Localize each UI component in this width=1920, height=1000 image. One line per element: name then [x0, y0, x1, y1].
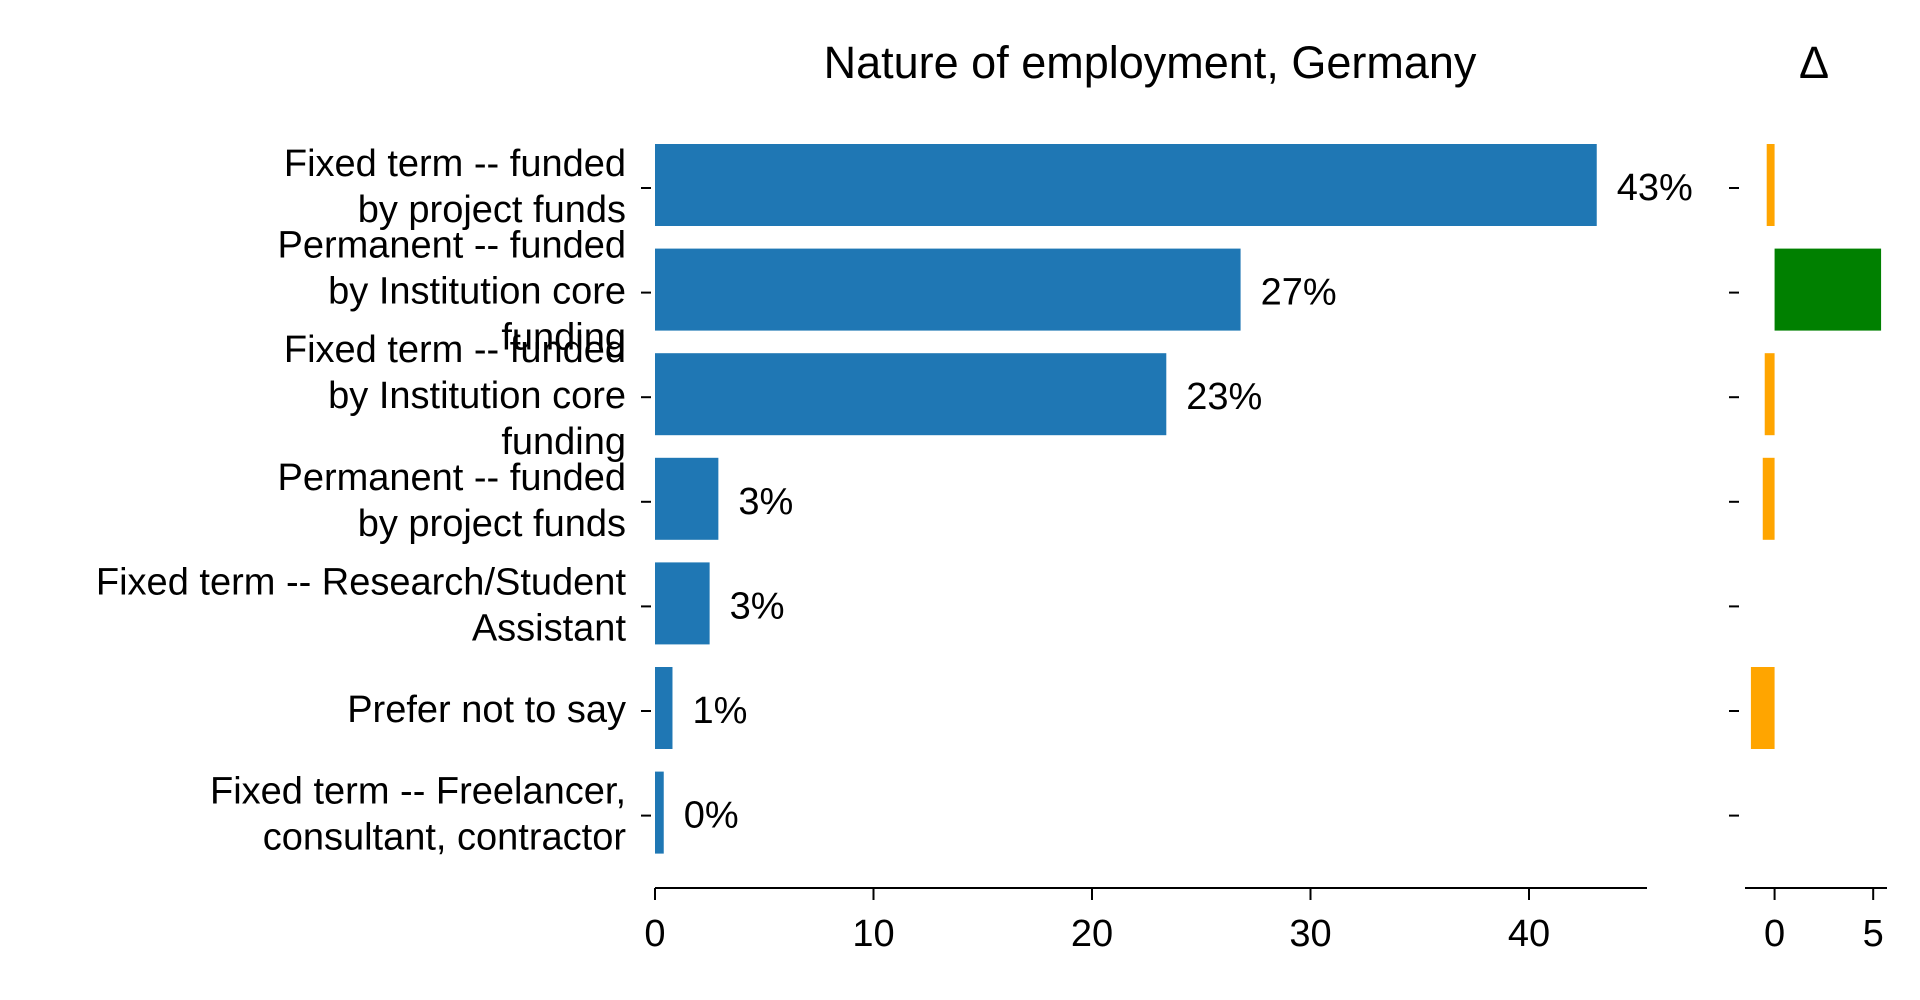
data-label-5: 1%: [692, 690, 747, 732]
bar-4: [655, 562, 710, 645]
category-label-line: Assistant: [472, 607, 627, 649]
category-label-line: by Institution core: [328, 375, 626, 417]
x-tick-label-0: 0: [644, 913, 665, 955]
x-tick-label-4: 40: [1508, 913, 1550, 955]
category-label-line: by project funds: [358, 189, 626, 231]
main-chart-title: Nature of employment, Germany: [824, 37, 1477, 88]
delta-bar-0: [1766, 144, 1775, 226]
category-label-4: Fixed term -- Research/Student Assistant: [96, 561, 627, 649]
category-label-line: Permanent -- funded: [277, 225, 626, 267]
data-label-1: 27%: [1261, 272, 1337, 314]
category-label-line: by Institution core: [328, 271, 626, 313]
data-label-4: 3%: [730, 585, 785, 627]
x-tick-label-2: 20: [1071, 913, 1113, 955]
category-label-line: by project funds: [358, 503, 626, 545]
bar-0: [655, 144, 1597, 226]
data-label-2: 23%: [1186, 376, 1262, 418]
category-label-line: Prefer not to say: [347, 689, 626, 731]
category-label-5: Prefer not to say: [347, 689, 626, 731]
category-label-line: Fixed term -- Research/Student: [96, 561, 627, 603]
category-label-2: Fixed term -- funded by Institution core f…: [284, 329, 626, 463]
x-tick-label-1: 10: [852, 913, 894, 955]
delta-x-tick-label-0: 0: [1764, 913, 1785, 955]
category-label-line: funding: [501, 317, 626, 359]
delta-bar-1: [1774, 248, 1882, 331]
delta-bar-2: [1764, 353, 1775, 436]
category-label-line: Fixed term -- Freelancer,: [210, 771, 626, 813]
main-plot-area: 43%Fixed term -- funded by project funds2…: [96, 143, 1693, 955]
category-label-line: Fixed term -- funded: [284, 329, 626, 371]
category-label-line: Permanent -- funded: [277, 457, 626, 499]
delta-chart-title: Δ: [1799, 37, 1829, 88]
category-label-0: Fixed term -- funded by project funds: [284, 143, 626, 231]
data-label-0: 43%: [1617, 167, 1693, 209]
bar-1: [655, 248, 1241, 331]
bar-2: [655, 353, 1167, 436]
bar-6: [655, 771, 664, 854]
delta-bar-5: [1750, 667, 1775, 749]
category-label-1: Permanent -- funded by Institution core fu…: [277, 225, 626, 359]
category-label-6: Fixed term -- Freelancer, consultant, con…: [210, 771, 626, 859]
category-label-line: consultant, contractor: [263, 817, 627, 859]
category-label-3: Permanent -- funded by project funds: [277, 457, 626, 545]
category-label-line: Fixed term -- funded: [284, 143, 626, 185]
data-label-6: 0%: [684, 795, 739, 837]
bar-5: [655, 667, 673, 749]
delta-x-tick-label-1: 5: [1863, 913, 1884, 955]
delta-bar-3: [1762, 457, 1775, 540]
x-tick-label-3: 30: [1289, 913, 1331, 955]
data-label-3: 3%: [738, 481, 793, 523]
category-label-line: funding: [501, 421, 626, 463]
bar-3: [655, 457, 719, 540]
